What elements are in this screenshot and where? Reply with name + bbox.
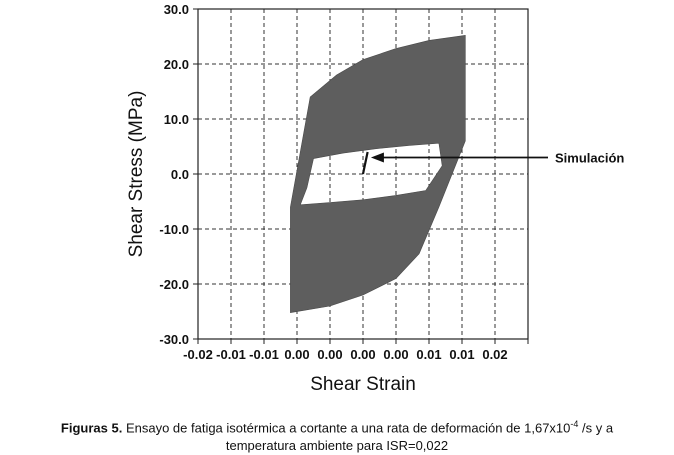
x-tick-label: -0.01 — [216, 347, 246, 362]
hysteresis-band — [290, 35, 466, 313]
caption-line-2: temperatura ambiente para ISR=0,022 — [225, 438, 449, 454]
caption-text-end: /s y a — [578, 420, 614, 436]
annotation-layer: Simulación — [370, 151, 624, 166]
caption-line-1: Figuras 5. Ensayo de fatiga isotérmica a… — [0, 415, 674, 437]
y-tick-label: -10.0 — [159, 222, 189, 237]
x-tick-label: 0.00 — [383, 347, 408, 362]
y-tick-label: -30.0 — [159, 332, 189, 347]
shear-hysteresis-chart: -0.02 -0.01 -0.01 0.00 0.00 0.00 0.00 0.01 0.01 0… — [126, 2, 624, 395]
x-tick-label: 0.01 — [416, 347, 441, 362]
x-tick-label: 0.02 — [482, 347, 507, 362]
hysteresis-band-layer — [290, 35, 466, 313]
y-tick-label: 20.0 — [164, 57, 189, 72]
caption-exponent: -4 — [570, 419, 579, 429]
simulation-layer — [361, 151, 369, 175]
x-axis-title: Shear Strain — [310, 374, 416, 395]
x-tick-label: -0.02 — [183, 347, 213, 362]
figure-caption: Figuras 5. Ensayo de fatiga isotérmica a… — [0, 415, 674, 455]
caption-text: Ensayo de fatiga isotérmica a cortante a… — [122, 420, 571, 436]
simulation-line — [361, 151, 369, 175]
x-tick-label: 0.00 — [317, 347, 342, 362]
y-tick-label: 30.0 — [164, 2, 189, 17]
annotation-label: Simulación — [555, 151, 624, 166]
y-tick-label: -20.0 — [159, 277, 189, 292]
x-tick-label: -0.01 — [249, 347, 279, 362]
caption-lead: Figuras 5. — [60, 420, 123, 436]
axis-ticks: -0.02 -0.01 -0.01 0.00 0.00 0.00 0.00 0.01 0.01 0… — [159, 2, 529, 362]
annotation-arrow-head — [370, 152, 384, 163]
y-tick-label: 10.0 — [164, 112, 189, 127]
y-axis-title: Shear Stress (MPa) — [126, 91, 147, 258]
y-tick-label: 0.0 — [171, 167, 189, 182]
x-tick-label: 0.01 — [449, 347, 474, 362]
x-tick-label: 0.00 — [284, 347, 309, 362]
x-tick-label: 0.00 — [350, 347, 375, 362]
